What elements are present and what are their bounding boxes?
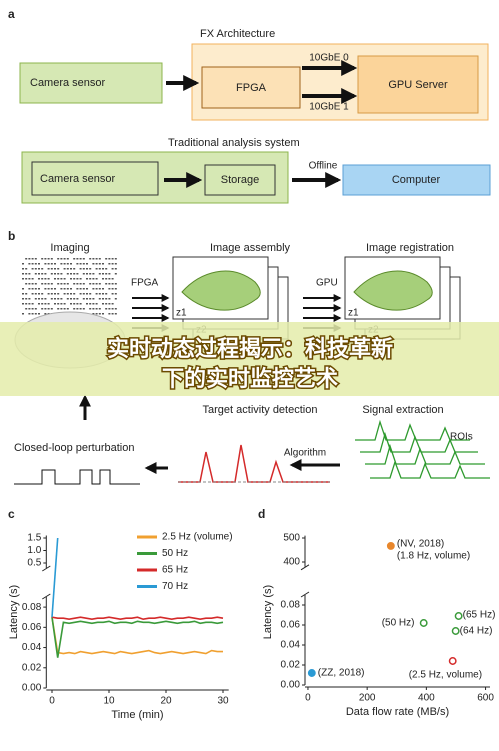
point-label: (ZZ, 2018) — [318, 668, 365, 679]
point-label: (2.5 Hz, volume) — [409, 670, 482, 681]
point — [419, 619, 428, 627]
series-line — [51, 616, 224, 621]
y-tick-label: 1.5 — [27, 533, 41, 544]
point — [386, 541, 395, 550]
step-title: Signal extraction — [362, 404, 443, 416]
y-tick-label: 0.02 — [281, 660, 301, 671]
raw-pixels — [22, 258, 117, 315]
x-tick-label: 400 — [418, 693, 435, 704]
step-title: Image registration — [366, 242, 454, 254]
y-tick-label: 400 — [283, 557, 300, 568]
banner-text: 下的实时监控艺术 — [162, 366, 338, 391]
y-tick-label: 1.0 — [27, 545, 41, 556]
step-title: Image assembly — [210, 242, 291, 254]
point — [307, 669, 316, 677]
step-label: Algorithm — [284, 448, 326, 459]
section-title: FX Architecture — [200, 28, 275, 40]
roi-traces — [355, 419, 490, 479]
x-tick-label: 20 — [160, 696, 172, 707]
point — [448, 657, 457, 665]
panel-label: a — [8, 7, 15, 21]
step-title: Imaging — [50, 242, 89, 254]
point-label: (1.8 Hz, volume) — [397, 551, 470, 562]
y-axis-label: Latency (s) — [8, 585, 20, 639]
y-tick-label: 500 — [283, 533, 300, 544]
section-title: Traditional analysis system — [168, 137, 300, 149]
step-label: FPGA — [131, 278, 159, 289]
legend-label: 2.5 Hz (volume) — [162, 532, 233, 543]
gpu-box — [357, 55, 479, 114]
legend-label: 70 Hz — [162, 581, 188, 592]
box-label: FPGA — [236, 82, 267, 94]
y-axis-label: Latency (s) — [262, 585, 274, 639]
y-tick-label: 0.00 — [281, 680, 301, 691]
y-tick-label: 0.5 — [27, 558, 41, 569]
y-tick-label: 0.06 — [281, 620, 301, 631]
axis-break — [42, 593, 51, 600]
point — [454, 612, 463, 620]
step-title: Closed-loop perturbation — [14, 442, 134, 454]
trace-label: ROIs — [450, 432, 473, 443]
axis-break — [42, 565, 51, 572]
x-tick-label: 10 — [103, 696, 115, 707]
step-label: GPU — [316, 278, 338, 289]
link-label: Offline — [309, 161, 338, 172]
brain-blob — [181, 270, 261, 311]
camera-box — [31, 161, 159, 196]
brain-blob — [353, 270, 433, 311]
y-tick-label: 0.04 — [22, 642, 42, 653]
z-label: z1 — [348, 308, 359, 319]
series-line — [51, 617, 224, 658]
z-label: z1 — [176, 308, 187, 319]
point — [451, 627, 460, 635]
series-line — [51, 537, 59, 618]
storage-box — [204, 164, 276, 196]
banner-text: 实时动态过程揭示：科技革新 — [107, 336, 393, 361]
x-axis-label: Data flow rate (MB/s) — [346, 706, 449, 718]
panel-label: d — [258, 507, 265, 521]
series-line — [51, 617, 223, 655]
x-tick-label: 200 — [359, 693, 376, 704]
panel-label: c — [8, 507, 15, 521]
panel-label: b — [8, 229, 15, 243]
box-label: Camera sensor — [40, 173, 116, 185]
point-label: (64 Hz) — [460, 626, 493, 637]
legend-label: 65 Hz — [162, 565, 188, 576]
banner — [0, 322, 499, 396]
box-label: Camera sensor — [30, 77, 106, 89]
y-tick-label: 0.08 — [22, 602, 42, 613]
y-tick-label: 0.08 — [281, 600, 301, 611]
y-tick-label: 0.02 — [22, 662, 42, 673]
box-label: Storage — [221, 174, 260, 186]
x-tick-label: 0 — [49, 696, 55, 707]
axis-break — [300, 591, 310, 598]
y-tick-label: 0.06 — [22, 622, 42, 633]
y-tick-label: 0.00 — [22, 683, 42, 694]
x-tick-label: 0 — [305, 693, 311, 704]
activity-trace — [178, 444, 330, 483]
camera-box — [19, 62, 163, 104]
box-label: Computer — [392, 174, 441, 186]
point-label: (65 Hz) — [463, 610, 496, 621]
link-label: 10GbE 1 — [309, 102, 349, 113]
x-tick-label: 600 — [477, 693, 494, 704]
step-title: Target activity detection — [203, 404, 318, 416]
point-label: (50 Hz) — [382, 618, 415, 629]
box-label: GPU Server — [388, 79, 448, 91]
point-label: (NV, 2018) — [397, 539, 444, 550]
computer-box — [342, 164, 491, 196]
axis-break — [300, 564, 310, 571]
x-tick-label: 30 — [217, 696, 229, 707]
y-tick-label: 0.04 — [281, 640, 301, 651]
stimulus-trace — [14, 469, 140, 485]
link-label: 10GbE 0 — [309, 53, 349, 64]
legend-label: 50 Hz — [162, 548, 188, 559]
x-axis-label: Time (min) — [111, 709, 163, 721]
fpga-box — [201, 66, 301, 109]
